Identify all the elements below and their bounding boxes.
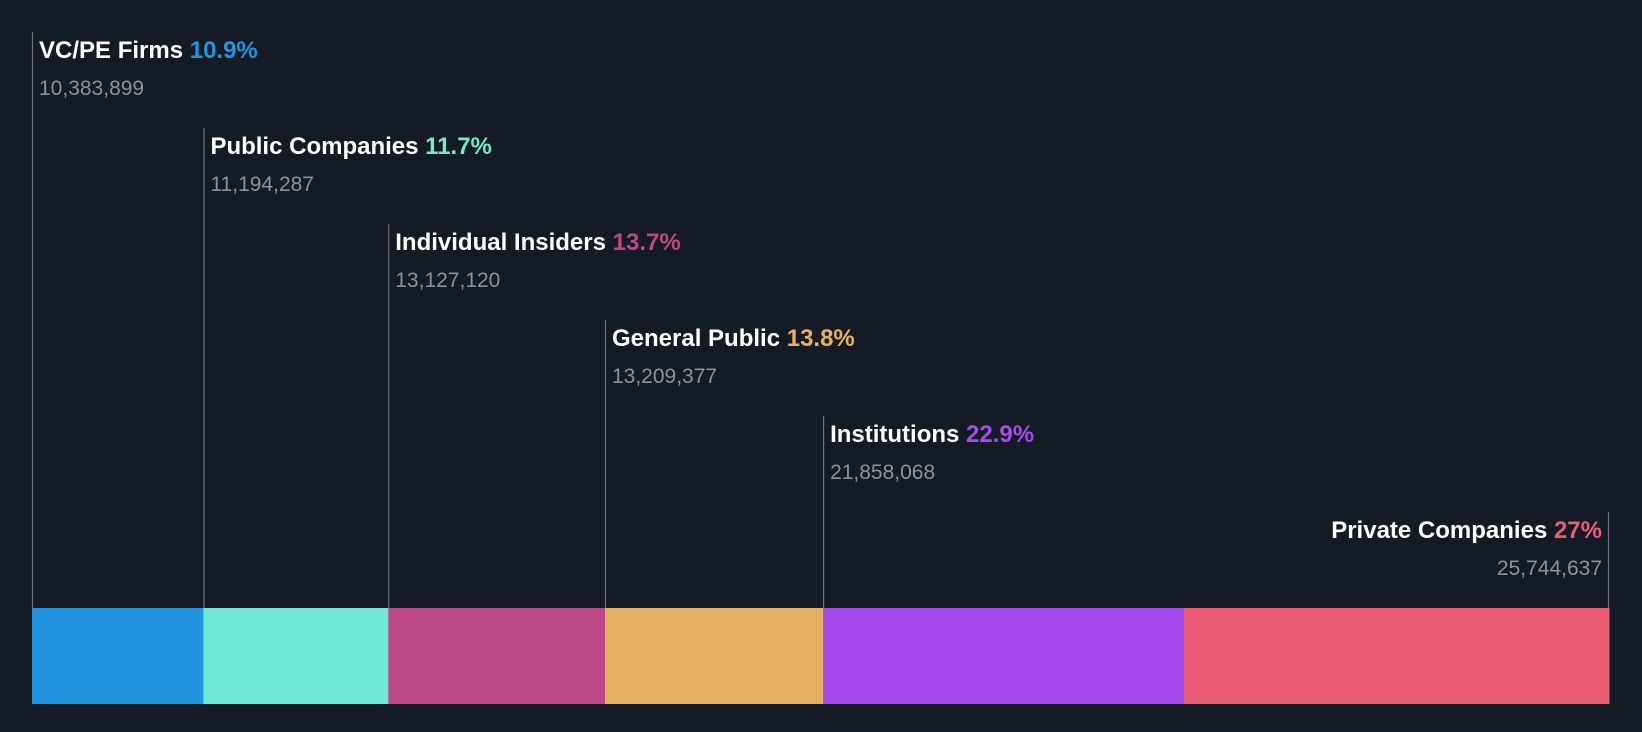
segment-value-general-public: 13,209,377 (612, 365, 717, 388)
bar-segment-general-public (604, 608, 824, 704)
segment-value-institutions: 21,858,068 (830, 461, 935, 484)
segment-percent: 10.9% (190, 37, 258, 64)
bar-segment-institutions (823, 608, 1185, 704)
segment-percent: 13.7% (613, 229, 681, 256)
segment-value-individual-insiders: 13,127,120 (395, 269, 500, 292)
segment-label-individual-insiders: Individual Insiders 13.7% (395, 229, 680, 256)
segment-label-vc-pe-firms: VC/PE Firms 10.9% (39, 37, 258, 64)
bar-segment-private-companies (1183, 608, 1610, 704)
segment-label-general-public: General Public 13.8% (612, 325, 855, 352)
segment-value-private-companies: 25,744,637 (1497, 557, 1602, 580)
segment-name: Institutions (830, 421, 966, 448)
segment-labels: VC/PE Firms 10.9% 10,383,899 Public Compan… (39, 37, 1602, 580)
bar-segment-public-companies (203, 608, 389, 704)
segment-label-private-companies: Private Companies 27% (1331, 517, 1602, 544)
connector-lines (31, 32, 1610, 608)
segment-percent: 27% (1554, 517, 1602, 544)
segment-value-public-companies: 11,194,287 (210, 173, 314, 196)
segment-name: Private Companies (1331, 517, 1554, 544)
segment-value-vc-pe-firms: 10,383,899 (39, 77, 144, 100)
segment-label-institutions: Institutions 22.9% (830, 421, 1034, 448)
segment-percent: 13.8% (787, 325, 855, 352)
segment-name: Public Companies (210, 133, 425, 160)
segment-percent: 11.7% (425, 133, 492, 160)
segment-name: General Public (612, 325, 787, 352)
segment-name: VC/PE Firms (39, 37, 190, 64)
bar-segment-individual-insiders (388, 608, 606, 704)
bar-segment-vc-pe-firms (32, 608, 204, 704)
segment-name: Individual Insiders (395, 229, 612, 256)
stacked-bar (32, 608, 1610, 704)
segment-percent: 22.9% (966, 421, 1034, 448)
segment-label-public-companies: Public Companies 11.7% (210, 133, 491, 160)
